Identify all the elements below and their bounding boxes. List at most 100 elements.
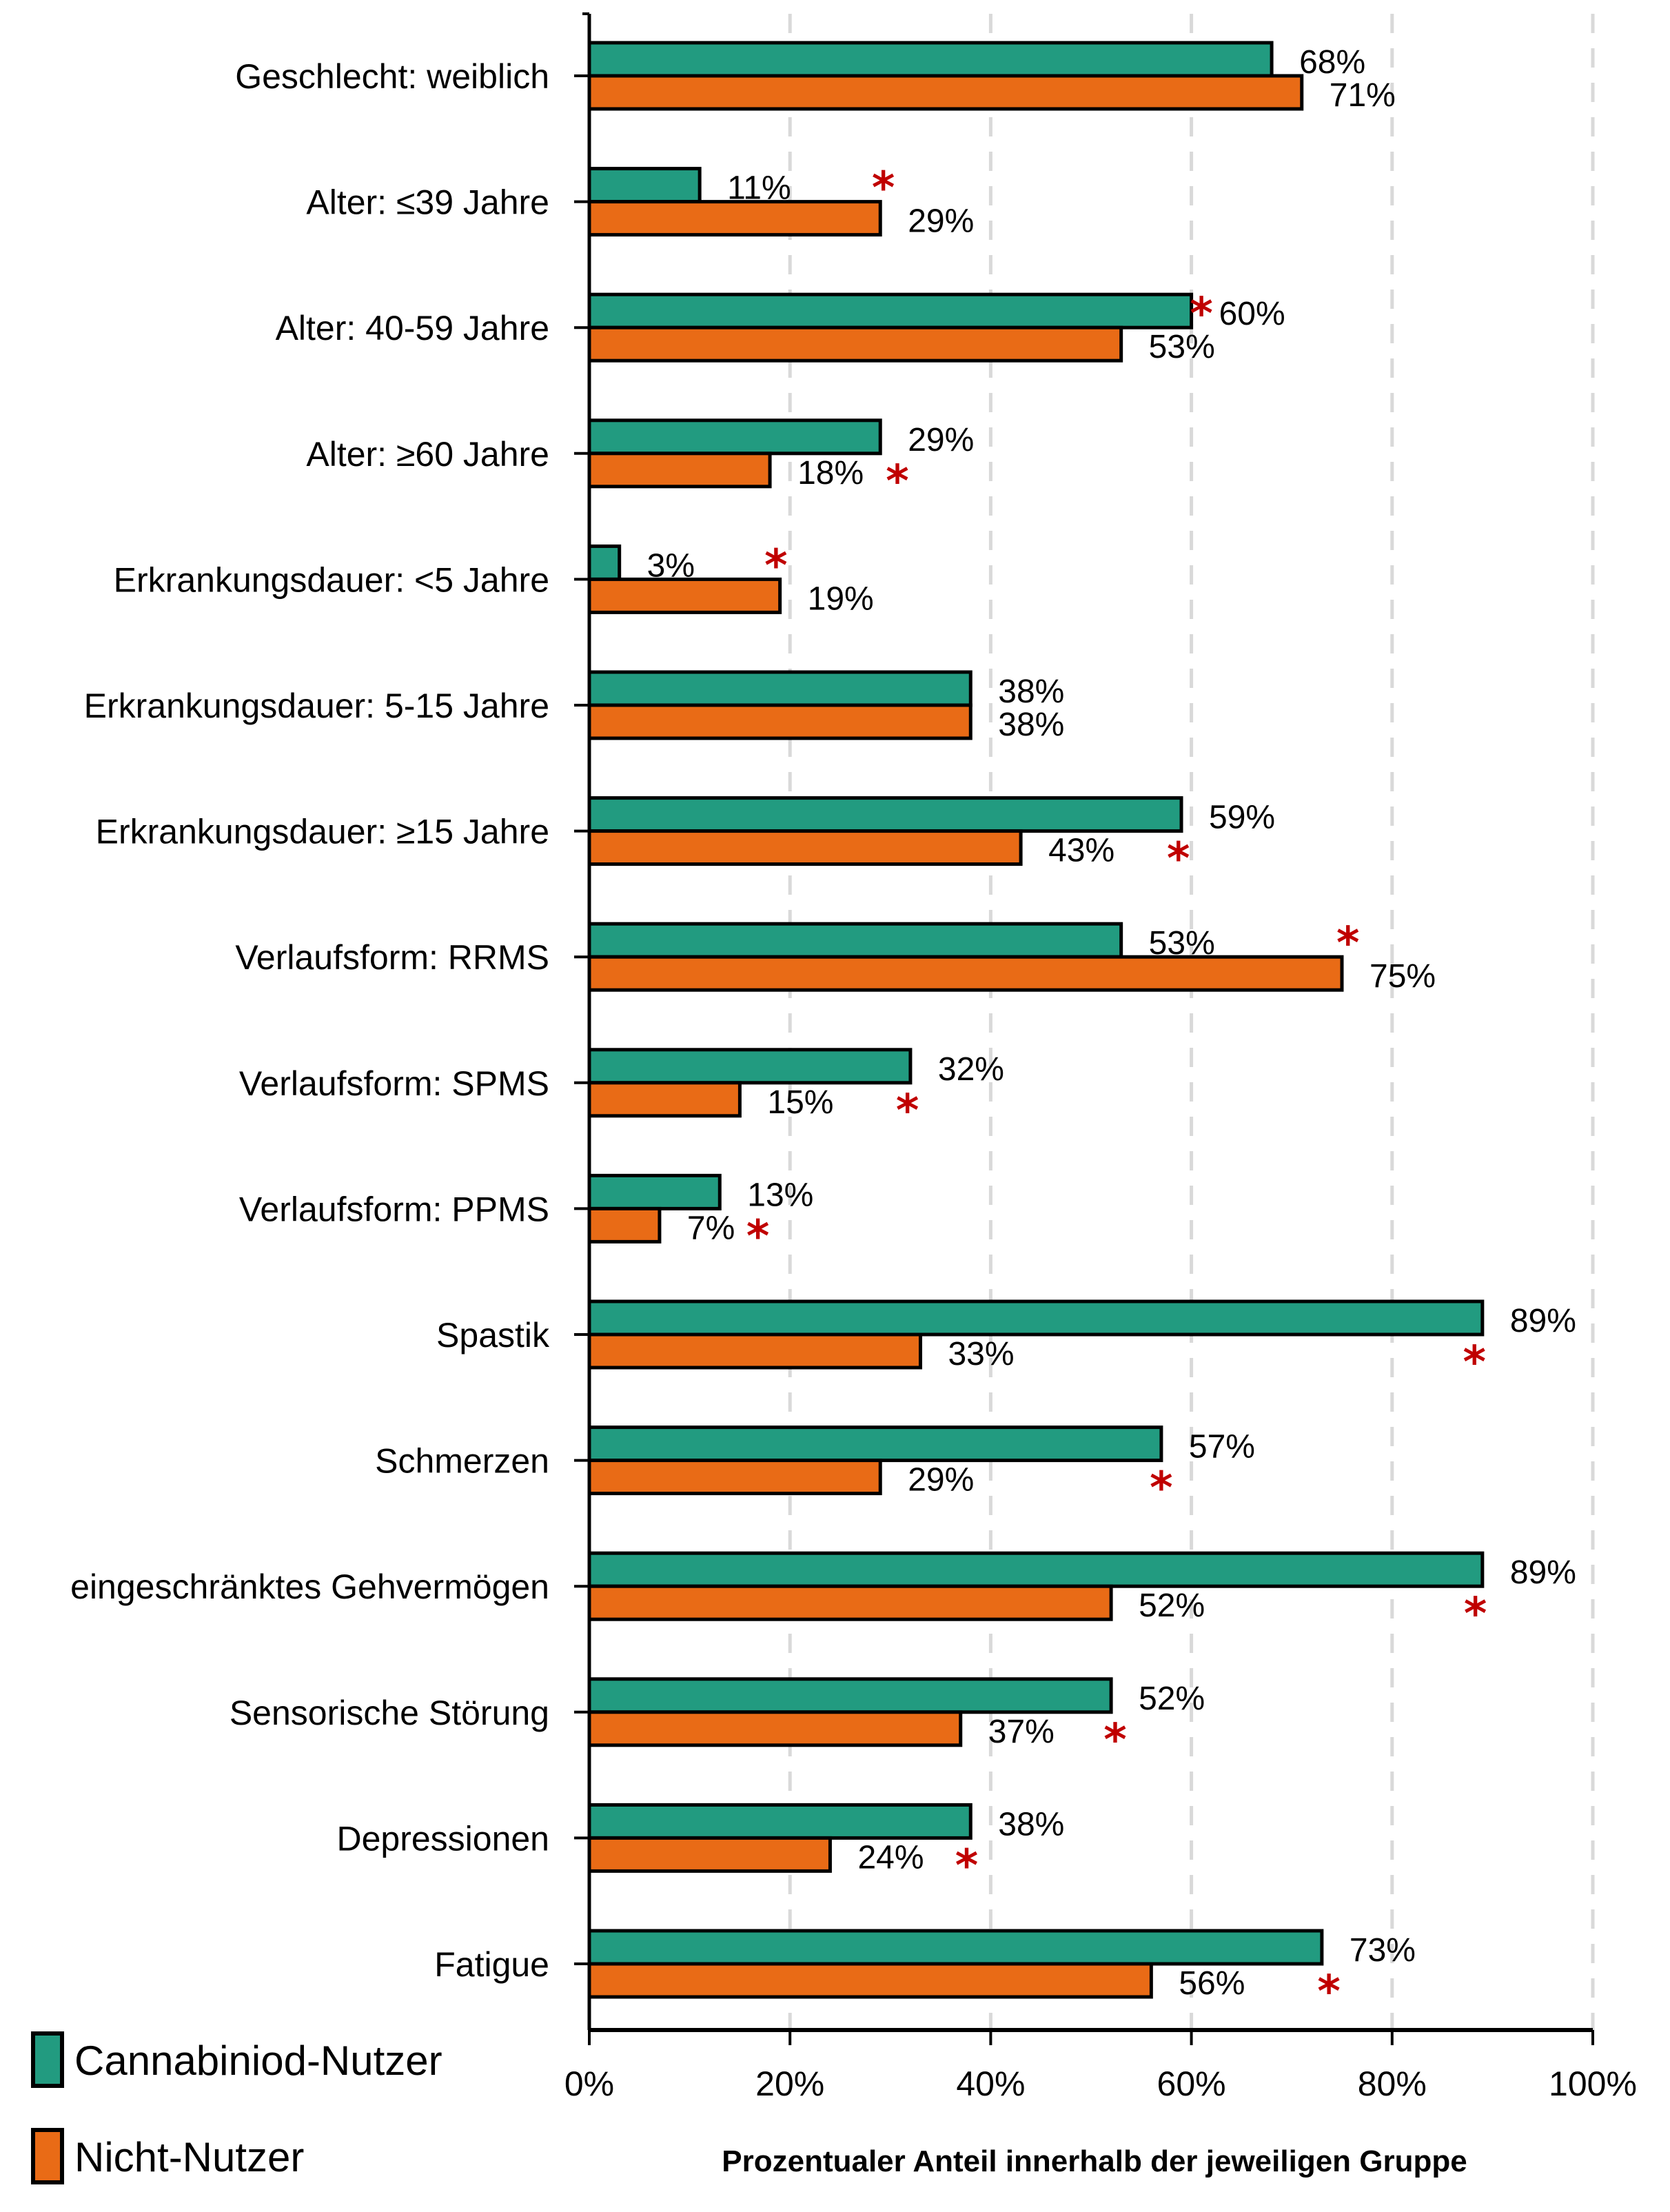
bar-cannabinoid-users <box>587 670 973 707</box>
bars <box>587 41 1485 1999</box>
value-label-cannabinoid-users: 68% <box>1299 44 1365 81</box>
category-label: Fatigue <box>434 1945 549 1984</box>
category-label: Erkrankungsdauer: 5-15 Jahre <box>84 687 549 725</box>
value-label-cannabinoid-users: 89% <box>1510 1554 1576 1591</box>
category-labels: Geschlecht: weiblich Alter: ≤39 Jahre Alte… <box>70 57 550 1984</box>
bar-non-users <box>587 74 1304 111</box>
bar-cannabinoid-users <box>587 418 882 456</box>
value-label-non-users: 18% <box>797 455 864 491</box>
value-labels: 68%71%11%29%60%53%29%18%3%19%38%38%59%43… <box>647 44 1576 2002</box>
bar-non-users <box>587 1081 742 1118</box>
category-label: Verlaufsform: RRMS <box>235 938 549 977</box>
x-tick-label: 60% <box>1157 2064 1226 2103</box>
value-label-cannabinoid-users: 11% <box>727 170 791 207</box>
significance-asterisk: * <box>955 1840 978 1891</box>
bar-non-users <box>587 703 973 740</box>
value-label-cannabinoid-users: 32% <box>938 1051 1004 1088</box>
significance-asterisk: * <box>872 163 895 214</box>
value-label-non-users: 19% <box>808 580 874 617</box>
value-label-non-users: 56% <box>1179 1965 1245 2002</box>
x-tick-label: 20% <box>755 2064 824 2103</box>
value-label-cannabinoid-users: 60% <box>1219 296 1285 332</box>
value-label-non-users: 33% <box>948 1336 1014 1372</box>
category-label: Alter: ≥60 Jahre <box>306 435 549 474</box>
bar-cannabinoid-users <box>587 1425 1163 1463</box>
category-label: Geschlecht: weiblich <box>235 57 549 96</box>
legend-label: Nicht-Nutzer <box>74 2134 304 2180</box>
category-label: Verlaufsform: SPMS <box>239 1064 549 1103</box>
significance-asterisk: * <box>1190 289 1212 340</box>
category-label: Spastik <box>436 1316 550 1354</box>
significance-asterisk: * <box>1463 1337 1485 1388</box>
bar-non-users <box>587 955 1344 992</box>
x-tick-label: 40% <box>956 2064 1025 2103</box>
bar-cannabinoid-users <box>587 1677 1113 1714</box>
bar-non-users <box>587 1836 832 1873</box>
value-label-cannabinoid-users: 89% <box>1510 1303 1576 1339</box>
significance-asterisk: * <box>1464 1589 1487 1640</box>
significance-asterisk: * <box>1336 918 1359 969</box>
category-label: Schmerzen <box>375 1442 549 1481</box>
legend-label: Cannabiniod-Nutzer <box>74 2038 442 2084</box>
bar-non-users <box>587 577 782 614</box>
value-label-cannabinoid-users: 13% <box>747 1177 813 1213</box>
bar-cannabinoid-users <box>587 544 622 581</box>
value-label-non-users: 38% <box>998 707 1064 743</box>
x-tick-labels: 0% 20% 40% 60% 80% 100% <box>564 2064 1637 2103</box>
value-label-non-users: 53% <box>1149 329 1215 365</box>
category-label: Erkrankungsdauer: <5 Jahre <box>114 560 549 599</box>
legend-swatch <box>31 2031 64 2088</box>
x-tick-label: 0% <box>564 2064 614 2103</box>
bar-cannabinoid-users <box>587 1173 722 1210</box>
x-axis-title: Prozentualer Anteil innerhalb der jeweil… <box>722 2144 1467 2178</box>
bar-non-users <box>587 200 882 237</box>
bar-non-users <box>587 1206 662 1244</box>
axes <box>574 12 1594 2045</box>
category-label: Sensorische Störung <box>230 1694 549 1732</box>
value-label-cannabinoid-users: 52% <box>1139 1681 1205 1717</box>
bar-cannabinoid-users <box>587 1803 973 1840</box>
category-label: Erkrankungsdauer: ≥15 Jahre <box>96 813 549 851</box>
value-label-non-users: 29% <box>908 1462 974 1499</box>
legend-swatch <box>31 2128 64 2184</box>
x-tick-label: 100% <box>1549 2064 1637 2103</box>
bar-cannabinoid-users <box>587 292 1194 329</box>
significance-asterisk: * <box>886 456 908 507</box>
value-label-cannabinoid-users: 53% <box>1149 925 1215 962</box>
bar-non-users <box>587 829 1023 866</box>
significance-asterisk: * <box>1103 1715 1126 1766</box>
value-label-non-users: 24% <box>857 1839 924 1876</box>
legend: Cannabiniod-Nutzer Nicht-Nutzer <box>31 2031 442 2184</box>
bar-cannabinoid-users <box>587 922 1123 959</box>
category-label: Alter: 40-59 Jahre <box>276 309 549 347</box>
bar-non-users <box>587 325 1123 363</box>
bar-cannabinoid-users <box>587 1929 1324 1966</box>
bar-cannabinoid-users <box>587 796 1183 833</box>
value-label-non-users: 71% <box>1330 77 1396 114</box>
bar-non-users <box>587 1459 882 1496</box>
value-label-non-users: 7% <box>687 1210 735 1246</box>
value-label-cannabinoid-users: 73% <box>1350 1932 1416 1969</box>
bar-cannabinoid-users <box>587 1299 1485 1337</box>
value-label-non-users: 75% <box>1369 958 1436 995</box>
value-label-non-users: 37% <box>988 1714 1055 1750</box>
significance-asterisk: * <box>1167 834 1190 885</box>
bar-cannabinoid-users <box>587 167 702 204</box>
bar-cannabinoid-users <box>587 1048 913 1085</box>
bar-non-users <box>587 1962 1153 1999</box>
bar-cannabinoid-users <box>587 1551 1485 1588</box>
value-label-cannabinoid-users: 57% <box>1189 1429 1255 1465</box>
value-label-non-users: 29% <box>908 203 974 240</box>
category-label: Alter: ≤39 Jahre <box>306 183 549 222</box>
bar-non-users <box>587 451 772 489</box>
significance-asterisk: * <box>764 540 787 591</box>
value-label-cannabinoid-users: 29% <box>908 422 974 458</box>
value-label-non-users: 52% <box>1139 1587 1205 1624</box>
category-label: Depressionen <box>336 1819 549 1858</box>
value-label-cannabinoid-users: 38% <box>998 673 1064 710</box>
value-label-non-users: 15% <box>767 1084 833 1121</box>
significance-asterisk: * <box>746 1211 769 1262</box>
x-tick-label: 80% <box>1358 2064 1427 2103</box>
bar-non-users <box>587 1584 1113 1621</box>
